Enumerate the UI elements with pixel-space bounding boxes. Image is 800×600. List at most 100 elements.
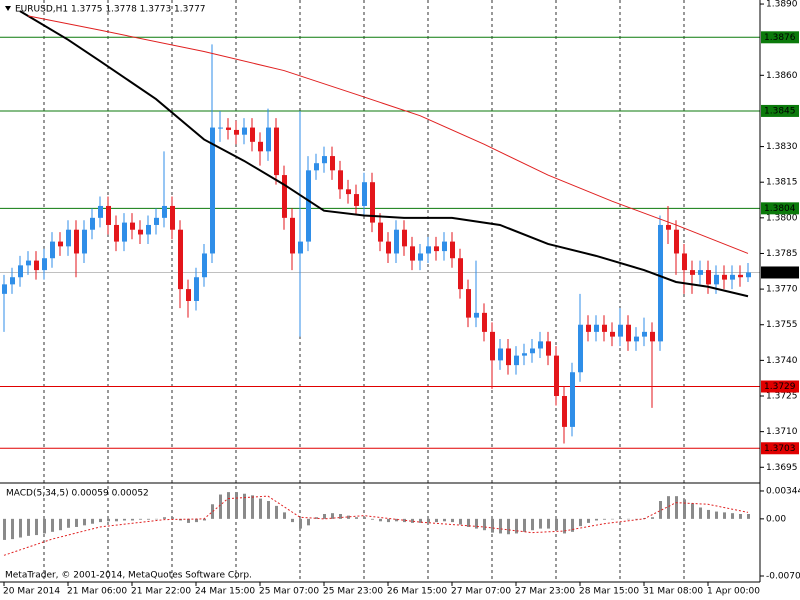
candle-body [26, 260, 31, 266]
macd-bar [275, 505, 278, 519]
y-tick-label: 1.3815 [766, 178, 798, 188]
candle-body [186, 289, 191, 301]
macd-bar [35, 518, 38, 536]
macd-bar [67, 518, 70, 528]
plot [0, 10, 760, 556]
macd-bar [571, 518, 574, 532]
candle-body [226, 127, 231, 130]
macd-bar [387, 518, 390, 523]
candle-body [202, 253, 207, 278]
y-tick-label: -0.00705 [766, 572, 800, 582]
macd-bar [651, 517, 654, 519]
macd-bar [419, 518, 422, 523]
macd-bar [539, 518, 542, 529]
macd-bar [123, 518, 126, 521]
macd-bar [483, 518, 486, 531]
menu-triangle [5, 6, 11, 11]
macd-bar [211, 504, 214, 519]
macd-bar [11, 518, 14, 540]
candle-body [306, 170, 311, 242]
macd-bar [723, 512, 726, 519]
macd-bar [251, 495, 254, 519]
candle-body [506, 348, 511, 366]
candle-body [410, 246, 415, 261]
candle-body [498, 348, 503, 361]
macd-bar [19, 518, 22, 538]
macd-bar [691, 503, 694, 519]
macd-bar [115, 518, 118, 522]
macd-bar [163, 517, 166, 519]
macd-bar [595, 518, 598, 521]
candle-body [242, 127, 247, 135]
macd-bar [315, 517, 318, 519]
candle-body [634, 336, 639, 342]
x-tick-label: 27 Mar 07:00 [451, 587, 511, 597]
macd-bar [27, 518, 30, 536]
x-tick-label: 1 Apr 00:00 [707, 587, 760, 597]
candle-body [106, 205, 111, 225]
candle-body [258, 141, 263, 152]
macd-bar [331, 513, 334, 519]
candle-body [586, 324, 591, 332]
macd-bar [195, 518, 198, 523]
macd-bar [475, 518, 478, 529]
macd-bar [243, 493, 246, 519]
candle-body [58, 241, 63, 247]
candle-body [330, 156, 335, 171]
candle-body [698, 270, 703, 275]
macd-bar [59, 518, 62, 531]
macd-bar [363, 517, 366, 519]
macd-bar [675, 496, 678, 519]
macd-bar [75, 518, 78, 527]
macd-bar [731, 513, 734, 519]
candle-body [346, 189, 351, 195]
candle-body [370, 182, 375, 223]
candle-body [362, 182, 367, 206]
candle-body [530, 348, 535, 354]
macd-bar [491, 518, 494, 533]
level-label-box [761, 380, 799, 393]
macd-bar [355, 517, 358, 519]
macd-bar [171, 517, 174, 519]
candle-body [338, 170, 343, 190]
candle-body [394, 229, 399, 254]
candle-body [154, 217, 159, 225]
macd-bar [107, 518, 110, 522]
candle-body [194, 277, 199, 301]
macd-bar [443, 518, 446, 522]
macd-bar [131, 518, 134, 521]
macd-bar [371, 518, 374, 520]
macd-bar [155, 518, 158, 520]
candle-body [482, 312, 487, 332]
macd-bar [99, 518, 102, 523]
y-tick-label: 1.3695 [766, 463, 798, 473]
macd-bar [323, 513, 326, 519]
macd-bar [427, 518, 430, 523]
macd-bar [203, 518, 206, 521]
x-tick-label: 21 Mar 06:00 [67, 587, 127, 597]
y-tick-label: 1.3770 [766, 285, 798, 295]
macd-bar [3, 518, 6, 540]
macd-bar [227, 492, 230, 519]
candle-body [570, 372, 575, 427]
macd-bar [667, 496, 670, 519]
candle-body [2, 284, 7, 294]
macd-bar [499, 518, 502, 534]
candle-body [730, 274, 735, 280]
candle-body [74, 229, 79, 254]
macd-bar [459, 518, 462, 525]
macd-bar [435, 518, 438, 523]
level-label: 1.3845 [764, 106, 796, 116]
macd-bar [451, 518, 454, 523]
macd-bar [395, 518, 398, 522]
x-tick-label: 25 Mar 07:00 [259, 587, 319, 597]
candle-body [114, 224, 119, 242]
candle-body [210, 127, 215, 254]
candle-body [42, 258, 47, 271]
x-tick-label: 21 Mar 22:00 [131, 587, 191, 597]
candle-body [514, 355, 519, 366]
candle-body [650, 331, 655, 342]
macd-bar [699, 507, 702, 519]
y-tick-label: 1.3800 [766, 213, 798, 223]
y-tick-label: 0.00 [766, 514, 786, 524]
